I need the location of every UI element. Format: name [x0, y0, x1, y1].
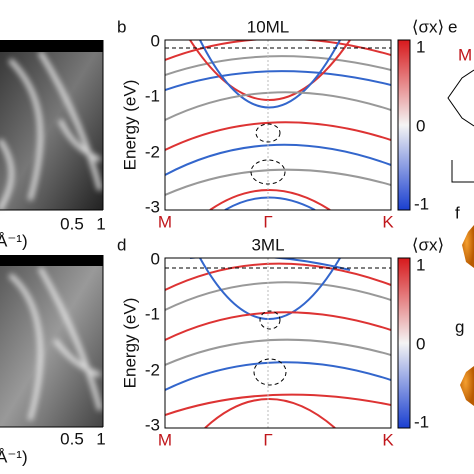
- colorbar-tick: 0: [416, 334, 425, 353]
- y-axis-label: Energy (eV): [120, 298, 139, 389]
- panel-label: b: [117, 17, 126, 36]
- x-tick-label: Γ: [263, 430, 272, 449]
- x-tick-label: K: [382, 212, 394, 231]
- panel-label: f: [455, 203, 460, 222]
- y-tick-label: -3: [145, 197, 160, 216]
- x-tick-label: M: [158, 430, 172, 449]
- y-tick-label: -3: [145, 415, 160, 434]
- arpes-top: [0, 40, 104, 212]
- panel-title: 10ML: [247, 17, 290, 36]
- x-axis-label: Å⁻¹): [0, 447, 28, 466]
- y-tick-label: -1: [145, 86, 160, 105]
- fermi-surface: [460, 366, 474, 406]
- colorbar: [397, 39, 411, 211]
- colorbar-tick: 1: [416, 37, 425, 56]
- y-tick-label: 0: [151, 249, 160, 268]
- brillouin-zone: [447, 69, 474, 183]
- x-tick-label: 0.5: [60, 214, 84, 233]
- band-structure: [164, 257, 392, 429]
- panel-label: e: [448, 17, 457, 36]
- panel-label: d: [117, 235, 126, 254]
- panel-title: 3ML: [251, 235, 284, 254]
- colorbar-label: ⟨σx⟩: [412, 235, 444, 254]
- x-axis-label: Å⁻¹): [0, 231, 28, 250]
- point-label: M: [458, 45, 472, 64]
- panel-label: g: [455, 317, 464, 336]
- colorbar-tick: -1: [414, 412, 429, 431]
- arpes-bottom: [0, 255, 104, 428]
- x-tick-label: 1: [96, 214, 105, 233]
- y-tick-label: 0: [151, 31, 160, 50]
- colorbar-label: ⟨σx⟩: [412, 17, 444, 36]
- band-structure: [164, 39, 392, 211]
- x-tick-label: 1: [96, 429, 105, 448]
- y-tick-label: -2: [145, 142, 160, 161]
- x-tick-label: 0.5: [60, 429, 84, 448]
- fermi-surface: [462, 225, 474, 268]
- y-axis-label: Energy (eV): [120, 80, 139, 171]
- colorbar-tick: 1: [416, 255, 425, 274]
- colorbar: [397, 257, 411, 429]
- x-tick-label: K: [382, 430, 394, 449]
- y-tick-label: -1: [145, 304, 160, 323]
- x-tick-label: M: [158, 212, 172, 231]
- y-tick-label: -2: [145, 360, 160, 379]
- colorbar-tick: -1: [414, 194, 429, 213]
- x-tick-label: Γ: [263, 212, 272, 231]
- colorbar-tick: 0: [416, 116, 425, 135]
